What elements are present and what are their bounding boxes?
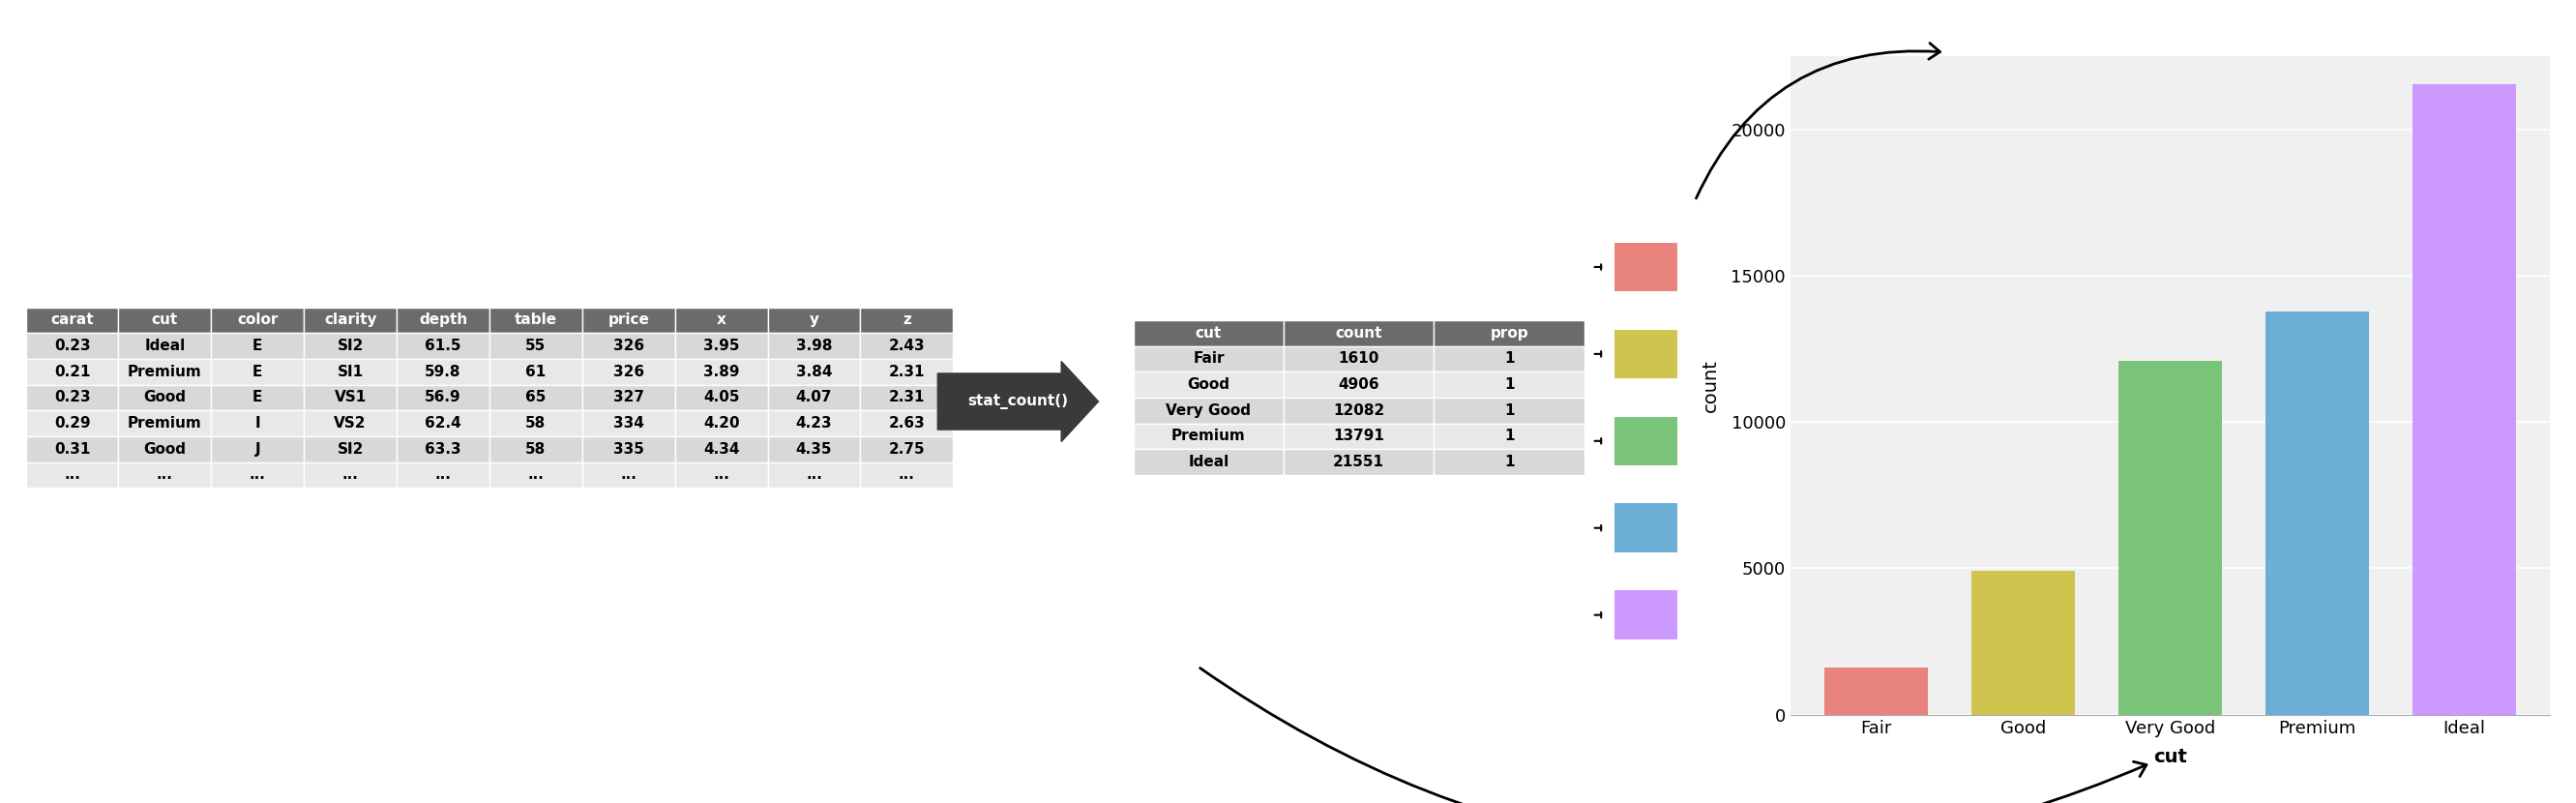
Y-axis label: count: count [1703,359,1721,412]
Text: stat_count(): stat_count() [969,393,1069,410]
Bar [2414,84,2517,715]
Bar [2120,361,2221,715]
Bar [2267,311,2370,715]
Bar [1824,667,1927,715]
X-axis label: cut: cut [2154,748,2187,766]
Bar [1971,571,2074,715]
FancyArrow shape [938,361,1097,442]
